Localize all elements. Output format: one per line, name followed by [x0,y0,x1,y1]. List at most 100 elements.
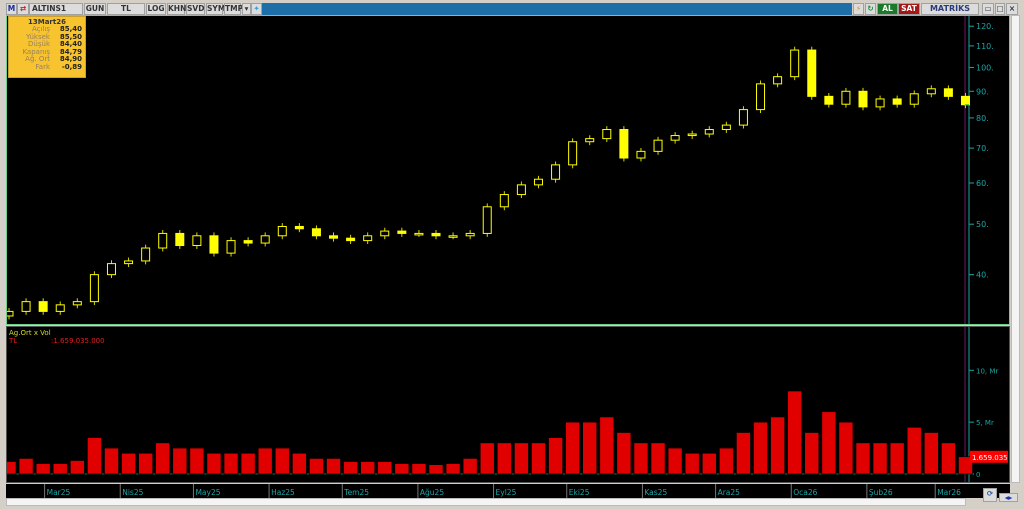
khn-button[interactable]: KHN [167,3,187,15]
volume-bar [445,463,461,475]
candle [636,150,646,159]
y-tick-label: 120. [976,22,994,31]
candle [294,225,304,230]
symbol-field[interactable]: ALTINS1 [29,3,83,15]
buy-button[interactable]: AL [877,3,898,15]
horizontal-scrollbar[interactable] [6,498,966,506]
info-row: Ağ. Ort 84,90 [12,56,82,64]
volume-unit: TL [8,337,17,345]
log-button[interactable]: LOG [146,3,166,15]
info-row: Fark -0,89 [12,63,82,72]
candle [687,133,697,137]
volume-tick-label: 5, Mr [976,419,994,427]
candle [943,88,953,97]
info-row: Açılış 85,40 [12,25,82,34]
candle [260,235,270,244]
volume-bar [821,411,837,475]
candle [4,310,14,317]
lightning-icon[interactable]: ⚡ [853,3,864,15]
candle [926,88,936,95]
sell-button[interactable]: SAT [898,3,920,15]
candle [465,232,475,237]
candle [346,237,356,242]
svd-button[interactable]: SVD [186,3,205,15]
x-tick-label: Eyl25 [496,488,517,497]
candle [158,232,168,249]
volume-bar [565,421,580,475]
minimize-button[interactable]: ▭ [982,3,994,15]
candle [807,49,817,97]
app-logo[interactable]: M [6,3,17,15]
candle [243,240,253,244]
scroll-left-right-icon[interactable]: ◂▸ [999,493,1018,502]
brand-label: MATRİKS [921,3,979,15]
candle [329,235,339,239]
candle [277,225,287,237]
refresh-icon[interactable]: ↻ [865,3,876,15]
candle [72,301,82,306]
candle [431,232,441,237]
candle [124,260,134,265]
candle [551,164,561,180]
volume-bar [189,447,205,475]
last-volume-badge [970,450,1008,463]
volume-chart: Ag.Ort x Vol TL :1.659.035.000 0 5, Mr 10,… [1,327,1008,482]
volume-title: Ag.Ort x Vol [9,329,51,337]
candle [414,232,424,236]
candle [790,49,800,78]
x-tick-label: Mar26 [937,488,961,497]
candle [670,135,680,141]
volume-bar [155,442,171,475]
candle [892,98,902,105]
volume-bar [855,442,871,475]
currency-button[interactable]: TL [107,3,145,15]
volume-bar [548,437,563,475]
volume-panel[interactable]: Ag.Ort x Vol TL :1.659.035.000 0 5, Mr 10,… [1,326,1010,483]
x-tick-label: May25 [195,488,220,497]
volume-bar [599,416,615,475]
candle [619,129,629,159]
twitter-icon[interactable]: ✦ [251,3,262,15]
volume-bar [52,463,68,475]
price-chart-panel[interactable]: 40. 50. 60. 70. 80. 90. 100. 110. 120. [4,15,1010,325]
sym-button[interactable]: SYM [206,3,226,15]
x-tick-label: Oca26 [793,488,817,497]
volume-bar [736,432,751,475]
x-tick-label: Mar25 [47,488,71,497]
volume-bar [787,390,802,475]
y-tick-label: 70. [976,144,989,153]
volume-bar [667,447,683,475]
volume-bar [616,432,632,475]
volume-bar [804,432,820,475]
dropdown-icon[interactable]: ▾ [242,3,251,15]
price-chart: 40. 50. 60. 70. 80. 90. 100. 110. 120. [4,16,994,324]
volume-bar [719,447,734,475]
volume-bar [87,437,102,475]
volume-bar [343,461,358,475]
volume-bar [958,456,973,475]
x-tick-label: Ara25 [718,488,741,497]
volume-bar [531,442,546,475]
close-button[interactable]: × [1006,3,1018,15]
candle [397,230,407,234]
volume-bar [104,447,119,475]
vertical-scrollbar[interactable] [1011,15,1020,483]
volume-bar [889,442,905,475]
candle [602,129,612,140]
volume-bar [309,458,324,475]
period-button[interactable]: GUN [84,3,106,15]
x-tick-label: Kas25 [644,488,667,497]
volume-value: :1.659.035.000 [51,337,105,345]
sync-icon[interactable]: ⟳ [983,488,997,502]
tmp-button[interactable]: TMP [224,3,244,15]
info-label: Düşük [28,40,50,49]
volume-bar [411,463,427,475]
maximize-button[interactable]: □ [995,3,1005,15]
candle [55,304,65,312]
volume-bar [479,442,495,475]
info-row: Kapanış 84,79 [12,48,82,57]
candle [499,194,509,208]
candle [106,263,116,276]
info-row: Düşük 84,40 [12,41,82,49]
candle [773,76,783,85]
